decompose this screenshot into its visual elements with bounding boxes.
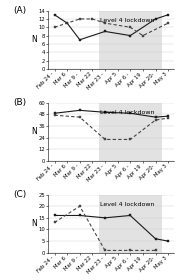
Text: Level 4 lockdown: Level 4 lockdown [100,109,154,115]
Text: (C): (C) [13,190,26,199]
Text: (B): (B) [13,98,26,107]
Y-axis label: N: N [32,35,37,44]
Bar [99,195,162,253]
Text: Level 4 lockdown: Level 4 lockdown [100,202,154,207]
Y-axis label: N: N [32,219,37,228]
Bar [99,102,162,161]
Text: Level 4 lockdown: Level 4 lockdown [100,18,154,23]
Bar [99,11,162,69]
Text: (A): (A) [13,6,26,15]
Y-axis label: N: N [32,127,37,136]
